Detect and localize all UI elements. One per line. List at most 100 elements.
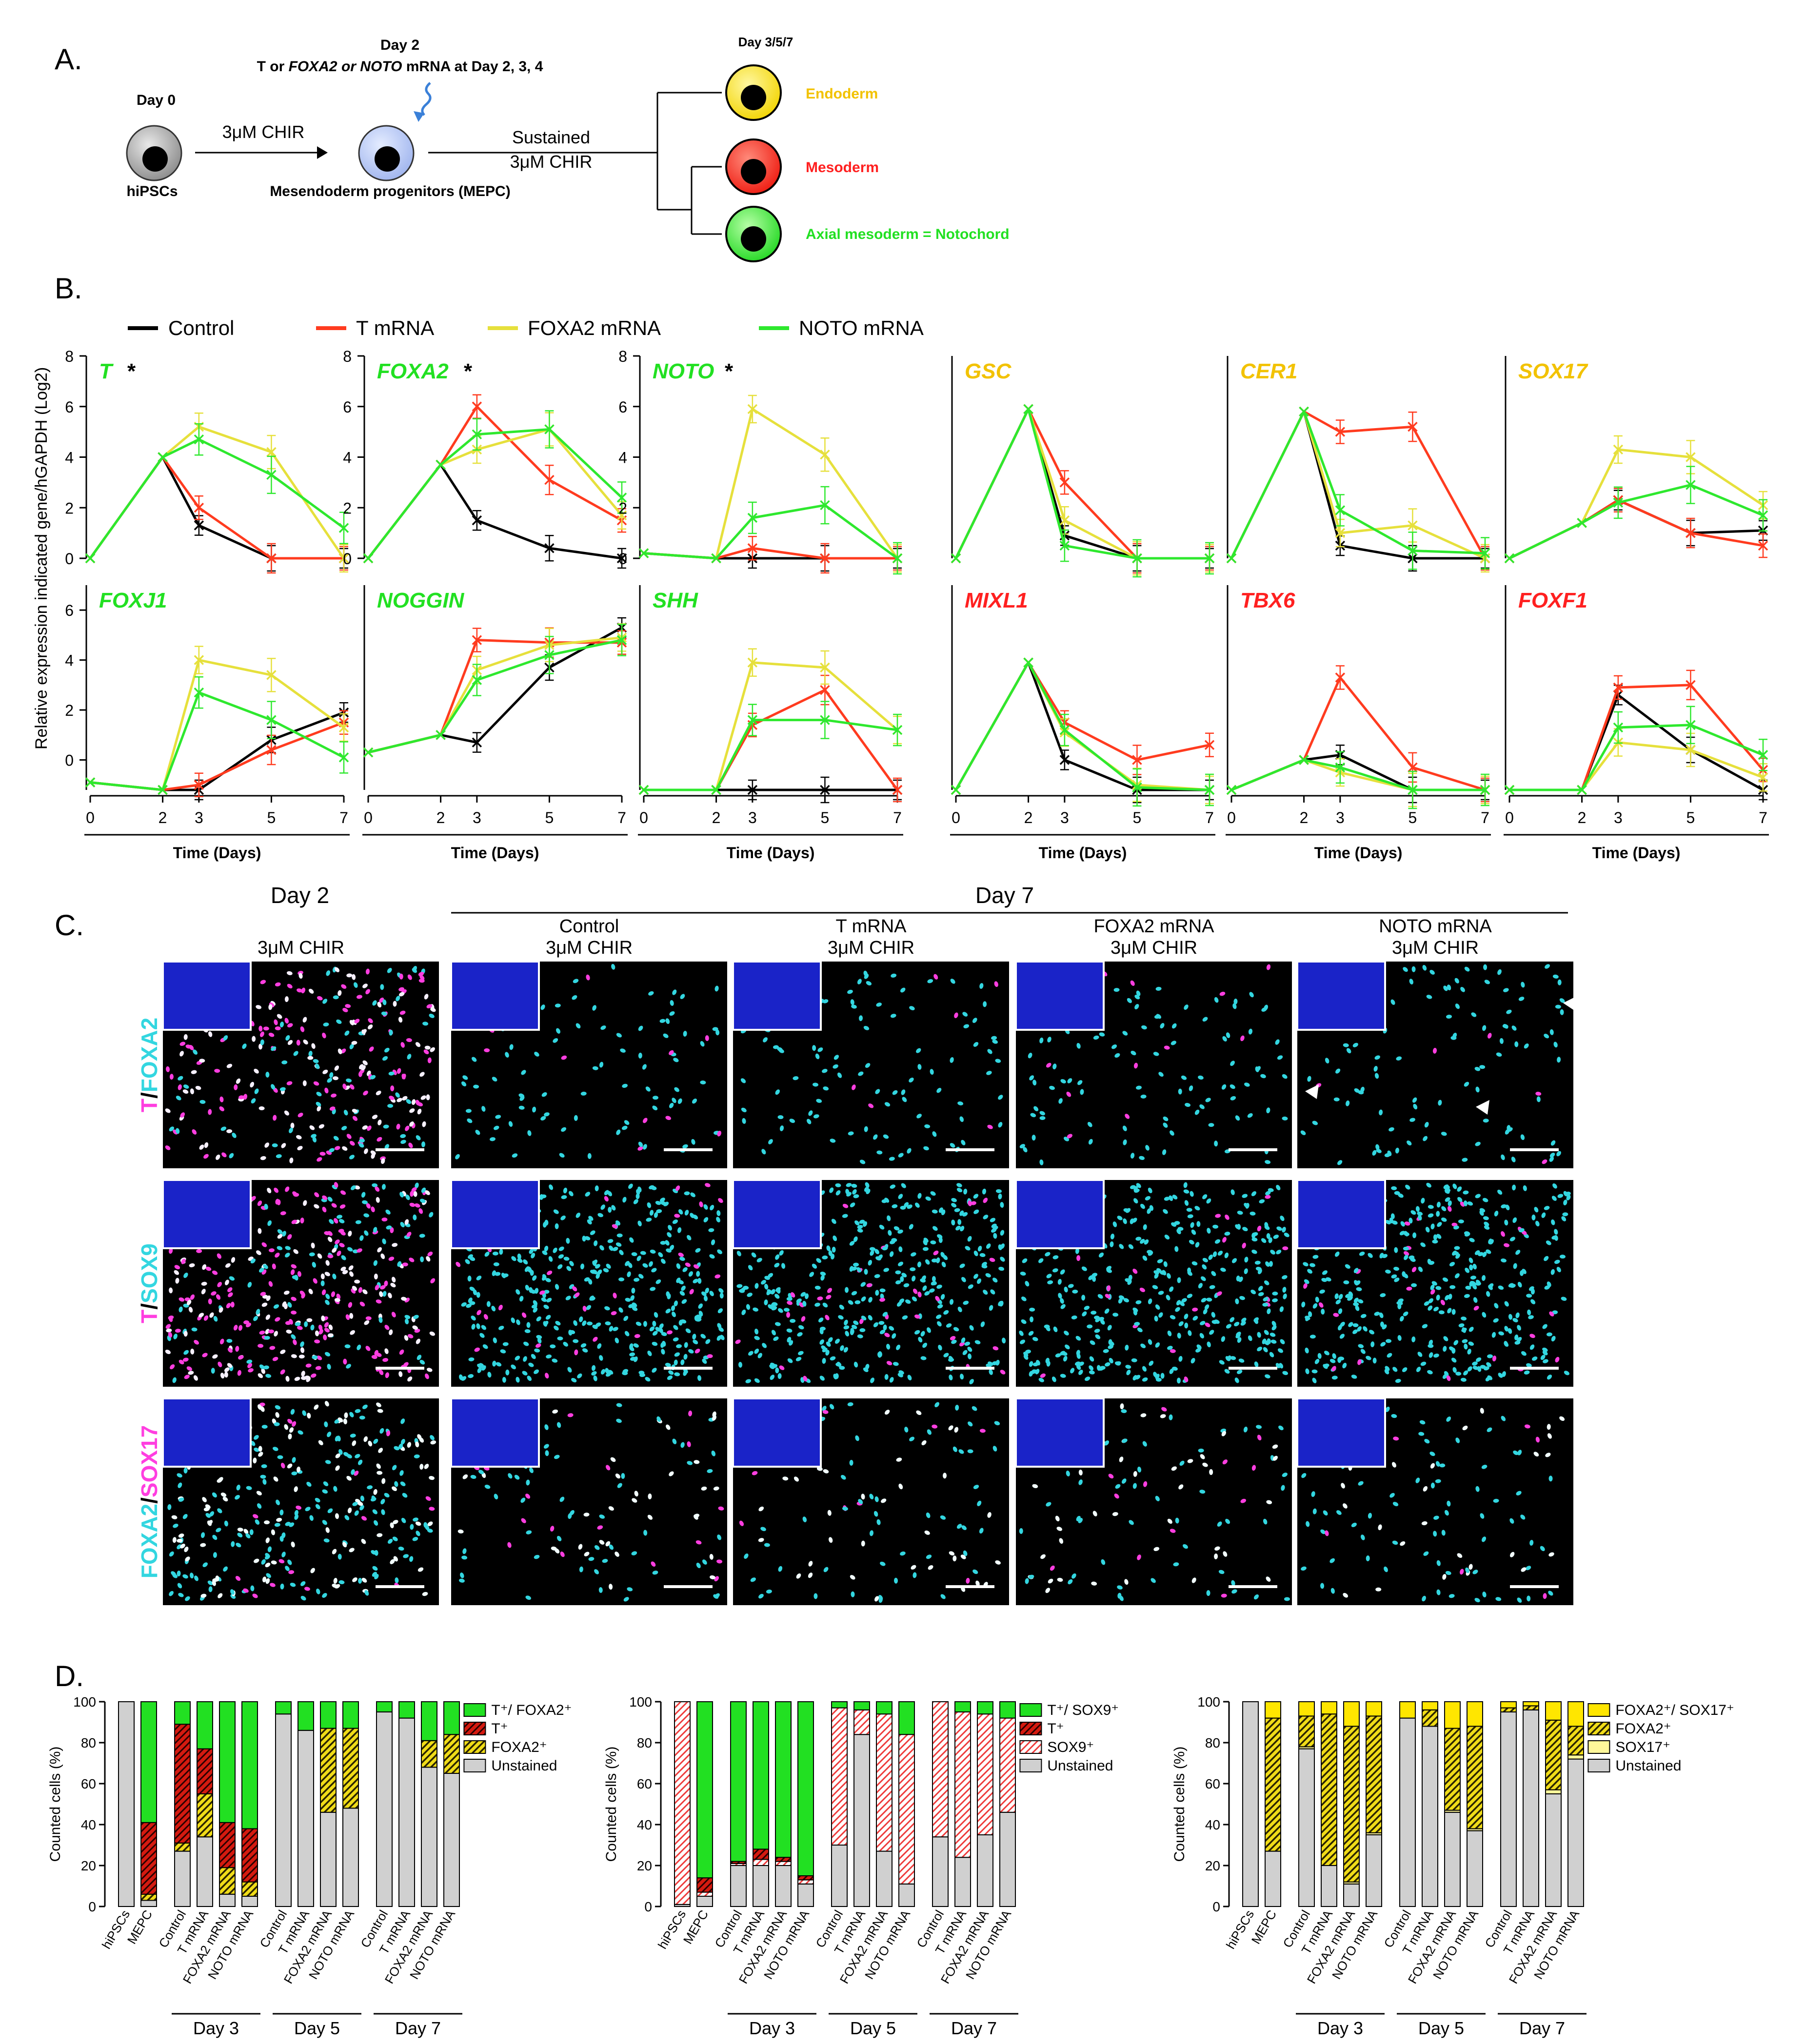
bar-segment-unstained: [831, 1845, 848, 1907]
cell-nucleus: [575, 1023, 581, 1029]
cell-nucleus: [344, 1030, 350, 1036]
mepc-label: Mesendoderm progenitors (MEPC): [270, 183, 510, 199]
cell-nucleus: [399, 992, 405, 997]
bar-segment-unstained: [876, 1850, 893, 1907]
cell-nucleus: [297, 988, 302, 993]
panel-a: A. Day 0 hiPSCs 3μM CHIR Day 2 T or FOXA…: [55, 35, 1010, 262]
cell-nucleus: [221, 1152, 227, 1158]
data-point-foxa2-mrna: [1686, 745, 1696, 755]
bar-segment-foxa2: [197, 1793, 213, 1838]
data-point-noto-mrna: [544, 650, 555, 660]
data-point-noto-mrna: [436, 730, 446, 740]
stain-marker-b: SOX9: [137, 1243, 162, 1303]
data-point-noto-mrna: [158, 785, 168, 795]
cell-nucleus: [1374, 1073, 1379, 1079]
series-line-control: [367, 463, 622, 560]
cell-nucleus: [1307, 1076, 1311, 1082]
cell-nucleus: [648, 991, 654, 996]
bar-segment-t: [775, 1857, 792, 1862]
x-tick-label: 0: [952, 809, 960, 826]
endoderm-cell: [725, 64, 782, 121]
cell-nucleus: [259, 1031, 264, 1037]
cell-nucleus: [419, 975, 425, 980]
legend-label-t: T⁺: [1047, 1721, 1064, 1737]
cell-nucleus: [279, 1087, 286, 1091]
condition-label-control: Control: [559, 916, 619, 937]
cell-nucleus: [715, 1029, 720, 1036]
series-line-control: [89, 456, 344, 560]
cell-nucleus: [349, 1084, 355, 1090]
gene-title-noto: NOTO: [653, 359, 714, 383]
cell-nucleus: [302, 1017, 307, 1023]
bar-segment-unstained: [197, 1836, 213, 1907]
legend-swatch-t: [1019, 1722, 1042, 1735]
cell-nucleus: [1275, 1039, 1280, 1045]
series-line-foxa2-mrna: [368, 636, 622, 754]
cell-nucleus: [1028, 1053, 1032, 1059]
cell-nucleus: [340, 1190, 346, 1195]
micrograph-r1-c1: [162, 961, 439, 1168]
gene-title-t: T: [99, 359, 114, 383]
y-tick-label: 2: [65, 499, 74, 517]
series-line-t-mrna: [90, 721, 344, 791]
cell-nucleus: [673, 1058, 679, 1062]
cell-nucleus: [873, 1134, 878, 1140]
cell-nucleus: [341, 1126, 347, 1131]
cell-nucleus: [315, 1063, 320, 1069]
cell-nucleus: [309, 1125, 315, 1130]
series-line-noto-mrna: [368, 639, 622, 754]
cell-nucleus: [396, 996, 400, 1002]
cell-nucleus: [1346, 1048, 1351, 1054]
cell-nucleus: [1506, 1009, 1512, 1014]
bar-segment-foxa2-sox17: [1321, 1701, 1337, 1715]
cell-nucleus: [592, 1005, 596, 1011]
cell-nucleus: [455, 1154, 460, 1160]
group-label-day-7: Day 7: [1519, 2018, 1565, 2038]
cell-nucleus: [258, 1043, 263, 1050]
panel-b-legend: Control T mRNA FOXA2 mRNA NOTO mRNA: [128, 316, 924, 339]
bar-segment-unstained: [999, 1811, 1016, 1907]
cell-nucleus: [1446, 1014, 1452, 1019]
data-point-noto-mrna: [1059, 540, 1070, 551]
cell-nucleus: [742, 1118, 746, 1124]
chir-arrow: [195, 146, 328, 159]
cell-nucleus: [692, 1099, 697, 1104]
condition-sublabel: 3μM CHIR: [828, 938, 914, 958]
data-point-t-mrna: [820, 553, 830, 564]
y-tick-label: 4: [65, 652, 74, 669]
cell-nucleus: [859, 1328, 866, 1333]
cell-nucleus: [540, 1004, 545, 1010]
y-tick-label: 100: [1197, 1694, 1220, 1710]
cell-nucleus: [889, 1157, 895, 1161]
cell-nucleus: [462, 1075, 468, 1080]
cell-nucleus: [273, 1115, 277, 1121]
cell-nucleus: [333, 995, 339, 1000]
series-line-noto-mrna: [954, 408, 1210, 560]
cell-nucleus: [331, 1093, 337, 1098]
cell-nucleus: [1240, 1035, 1245, 1042]
series-line-t-mrna: [1508, 499, 1764, 560]
cell-nucleus: [417, 1108, 422, 1115]
cell-nucleus: [251, 1196, 256, 1201]
cell-nucleus: [1424, 1121, 1429, 1128]
cell-nucleus: [1214, 1140, 1218, 1147]
data-point-t-mrna: [1686, 680, 1696, 690]
series-line-noto-mrna: [367, 428, 623, 559]
cell-nucleus: [1325, 1058, 1329, 1063]
cell-nucleus: [1423, 1136, 1428, 1141]
legend-label-sox9: SOX9⁺: [1047, 1739, 1094, 1755]
cell-nucleus: [291, 1354, 297, 1358]
cell-nucleus: [1076, 1042, 1081, 1049]
cell-nucleus: [427, 1057, 432, 1063]
cell-nucleus: [1432, 1047, 1437, 1054]
cell-nucleus: [237, 1370, 241, 1376]
cell-nucleus: [555, 1003, 561, 1008]
cell-nucleus: [1136, 990, 1141, 997]
dapi-inset: [1296, 1179, 1386, 1249]
category-label-hipscs: hiPSCs: [1223, 1907, 1257, 1951]
cell-nucleus: [179, 1297, 185, 1302]
line-chart-foxa2: 0 2 4 6 8 FOXA2 *: [343, 348, 627, 569]
cell-nucleus: [1520, 1134, 1525, 1140]
bar-segment-foxa2-sox17: [1545, 1701, 1562, 1721]
cell-nucleus: [1384, 1153, 1390, 1158]
